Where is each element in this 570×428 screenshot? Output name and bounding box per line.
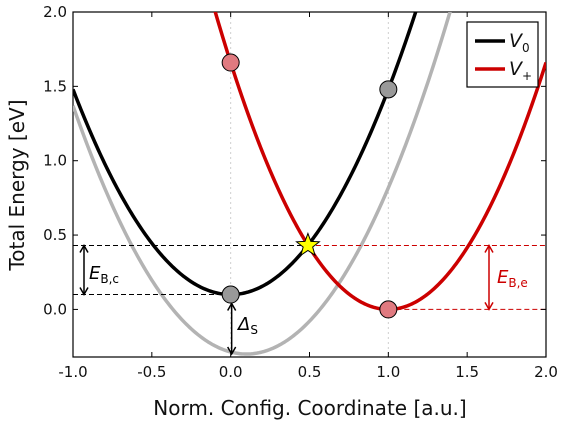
annotation-eb-e: EB,e (497, 267, 528, 290)
x-tick-label-1: -0.5 (137, 363, 166, 381)
y-tick-label-2: 1.0 (43, 152, 67, 170)
x-tick-label-4: 1.0 (376, 363, 400, 381)
x-tick-label-6: 2.0 (534, 363, 558, 381)
x-tick-label-2: 0.0 (219, 363, 243, 381)
legend-label-v0: V0 (509, 30, 530, 55)
y-tick-label-3: 1.5 (43, 77, 67, 95)
marker-0 (221, 285, 240, 304)
y-tick-label-1: 0.5 (43, 226, 67, 244)
legend: V0 V+ (466, 21, 539, 88)
y-tick-label-4: 2.0 (43, 3, 67, 21)
crossing-star-marker (295, 232, 321, 257)
y-tick-label-0: 0.0 (43, 300, 67, 318)
y-axis-title: Total Energy [eV] (5, 99, 29, 271)
arrow-eb-e-head-bottom (484, 302, 494, 311)
x-tick-label-5: 1.5 (455, 363, 479, 381)
legend-box (466, 21, 539, 88)
marker-3 (379, 300, 398, 319)
arrow-eb-c-head-bottom (79, 287, 89, 297)
annotation-delta-s: ΔS (236, 314, 258, 337)
x-tick-label-3: 0.5 (298, 363, 322, 381)
series-shifted-curve (73, 12, 452, 356)
annotation-layer (79, 53, 494, 356)
arrow-eb-c-head-top (79, 243, 89, 253)
arrow-eb-e-head-top (484, 243, 494, 253)
x-axis-title: Norm. Config. Coordinate [a.u.] (153, 396, 466, 420)
legend-label-vplus: V+ (509, 58, 532, 83)
marker-2 (221, 53, 240, 72)
axis-layer: -1.0 -0.5 0.0 0.5 1.0 1.5 2.0 0.0 0.5 1.0 1.5 2.0 (43, 3, 558, 381)
annotation-eb-c: EB,c (89, 263, 119, 286)
arrow-delta-s-head-bottom (227, 346, 237, 356)
marker-1 (379, 80, 398, 99)
x-tick-label-0: -1.0 (58, 363, 87, 381)
arrow-delta-s-head-top (227, 302, 237, 311)
